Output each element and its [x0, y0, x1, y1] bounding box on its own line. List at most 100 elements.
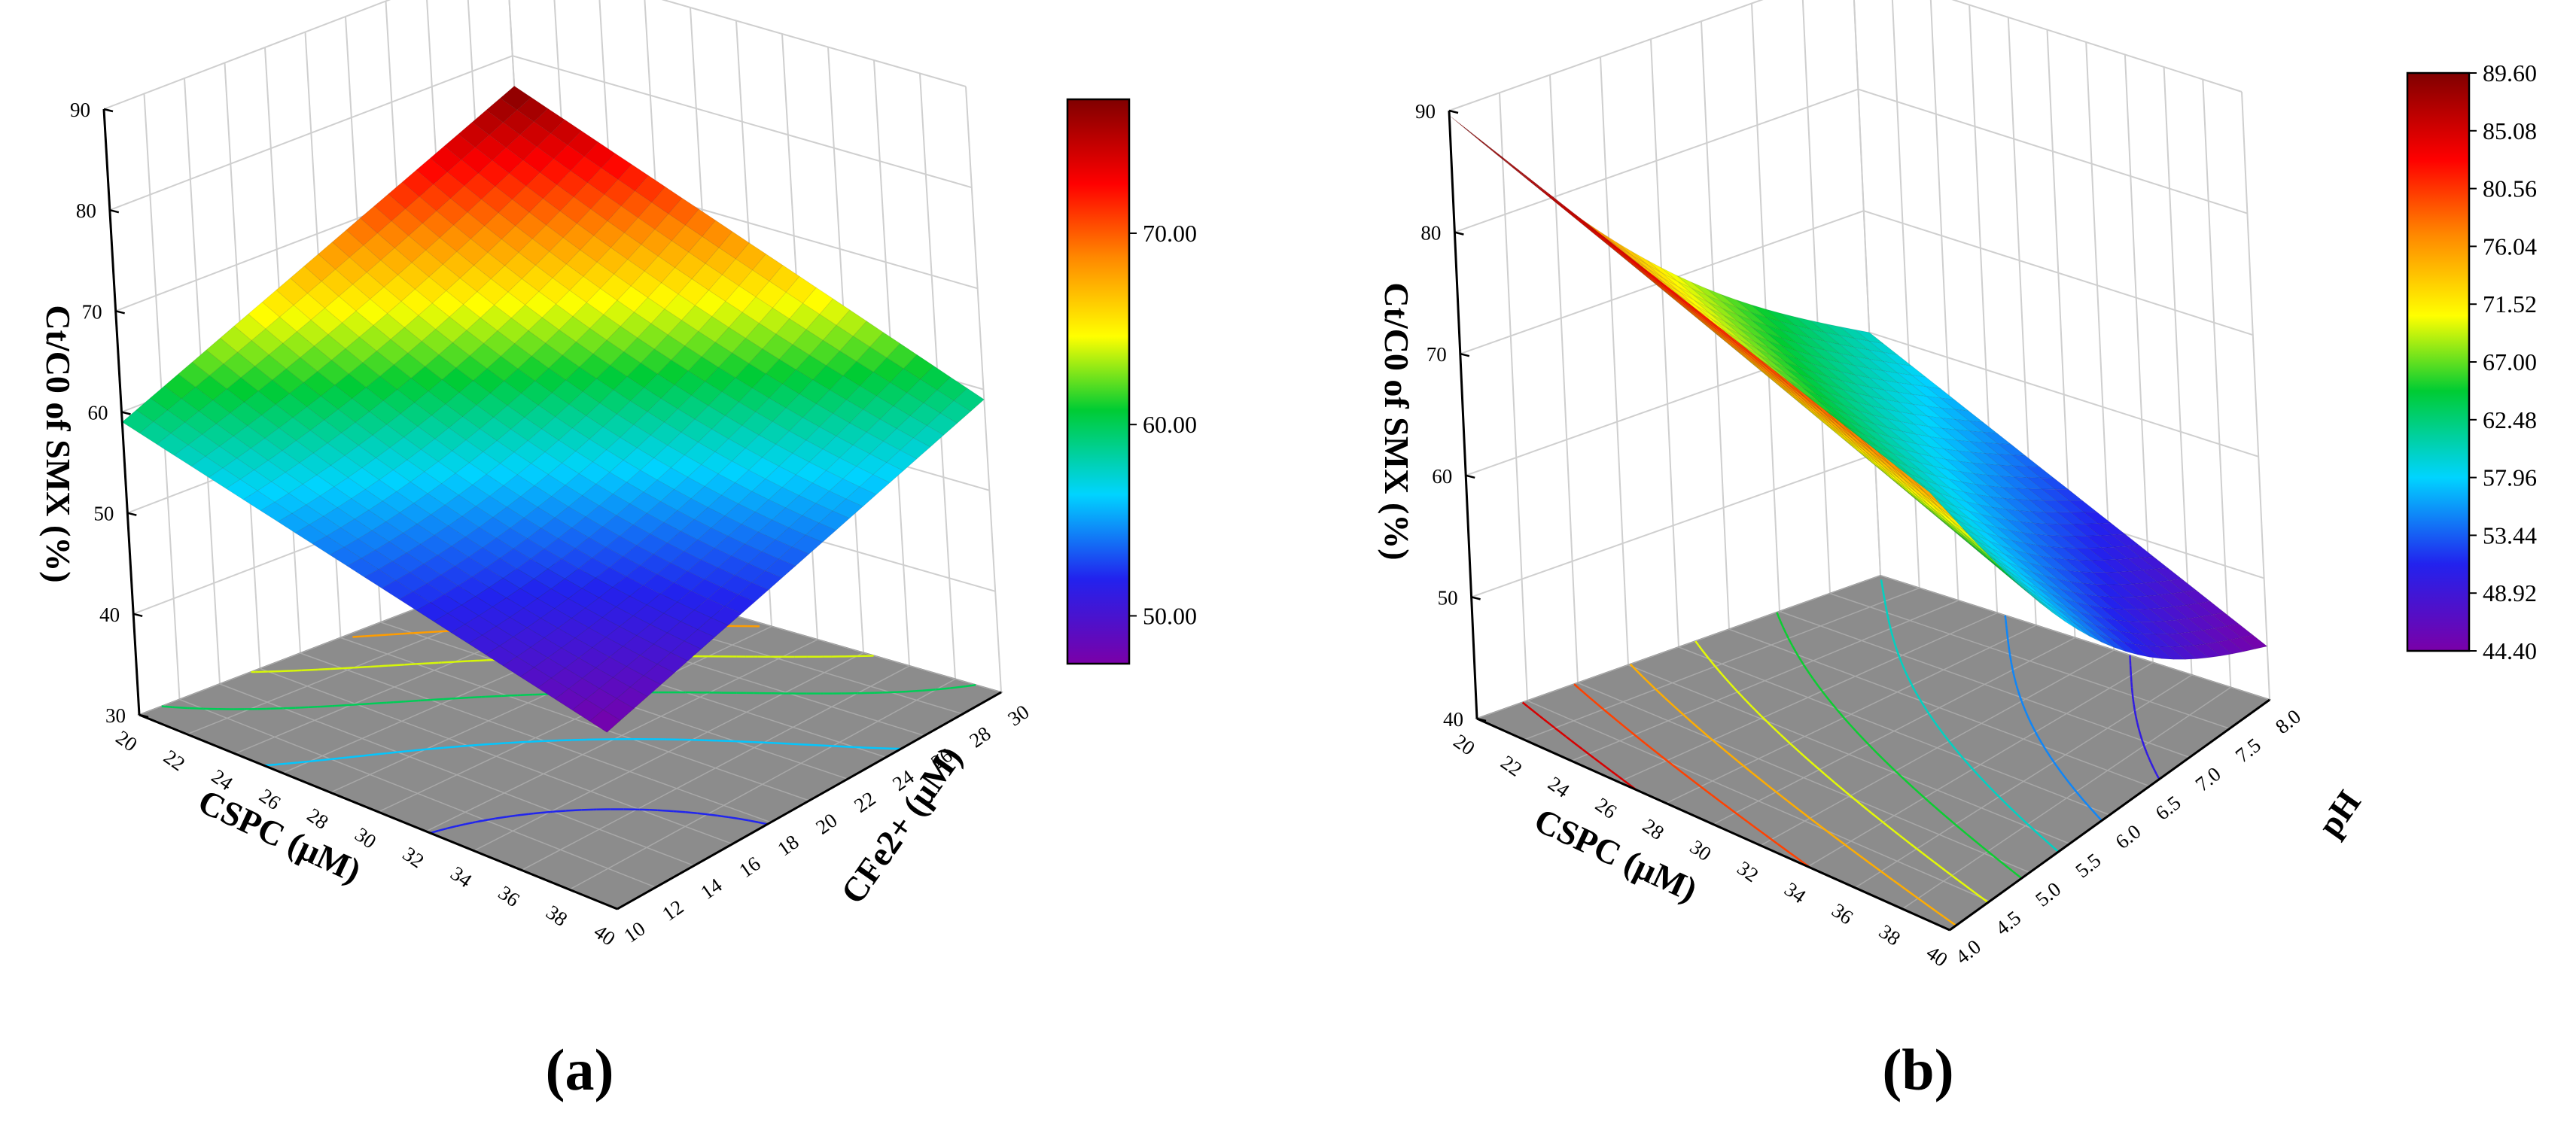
- contour-segment: [189, 707, 203, 710]
- z-tick-label: 50: [1438, 586, 1458, 609]
- contour-segment: [1918, 792, 1926, 799]
- contour-segment: [1628, 729, 1632, 733]
- contour-segment: [330, 757, 343, 761]
- contour-segment: [844, 745, 855, 749]
- contour-segment: [697, 812, 708, 816]
- contour-segment: [1675, 707, 1679, 711]
- contour-segment: [1765, 782, 1768, 786]
- contour-segment: [2148, 759, 2152, 764]
- contour-segment: [413, 631, 426, 634]
- y-tick-label: 4.5: [1991, 906, 2025, 939]
- colorbar-tick-label: 70.00: [1143, 220, 1197, 247]
- wall-gridline: [1499, 93, 1528, 701]
- contour-segment: [1907, 677, 1911, 681]
- contour-segment: [1593, 700, 1600, 707]
- contour-segment: [1682, 713, 1688, 719]
- colorbar-tick-label: 48.92: [2483, 579, 2537, 606]
- contour-segment: [1876, 752, 1883, 758]
- contour-segment: [1718, 670, 1723, 675]
- contour-segment: [268, 670, 282, 673]
- contour-segment: [1594, 757, 1600, 764]
- contour-segment: [1659, 692, 1666, 699]
- contour-segment: [1883, 822, 1889, 828]
- contour-segment: [1735, 689, 1739, 693]
- contour-segment: [2010, 662, 2013, 665]
- surface: [1449, 115, 2268, 660]
- contour-segment: [1782, 626, 1786, 631]
- contour-segment: [1710, 737, 1713, 741]
- x-tick-label: 32: [399, 842, 428, 872]
- contour-segment: [1740, 816, 1749, 823]
- contour-segment: [1966, 833, 1972, 839]
- contour-segment: [1942, 915, 1950, 922]
- contour-segment: [1775, 791, 1783, 798]
- contour-segment: [428, 631, 438, 634]
- contour-segment: [1803, 813, 1811, 819]
- contour-segment: [1916, 694, 1920, 698]
- contour-segment: [2032, 828, 2039, 834]
- contour-segment: [2088, 806, 2094, 812]
- contour-segment: [1898, 656, 1902, 660]
- floor-gridline: [1779, 610, 2191, 758]
- x-axis-line: [1476, 717, 1950, 932]
- wall-gridline: [1650, 38, 1679, 648]
- contour-segment: [1939, 810, 1946, 816]
- contour-segment: [1893, 642, 1897, 648]
- contour-segment: [1743, 765, 1750, 771]
- contour-segment: [728, 816, 739, 820]
- contour-segment: [1894, 770, 1901, 777]
- contour-segment: [1969, 888, 1973, 892]
- contour-segment: [1708, 658, 1713, 663]
- contour-segment: [1926, 799, 1930, 803]
- contour-segment: [495, 816, 507, 819]
- contour-segment: [1694, 781, 1701, 788]
- contour-segment: [1883, 600, 1887, 606]
- contour-segment: [1573, 683, 1580, 689]
- colorbar-tick-label: 76.04: [2483, 233, 2537, 260]
- contour-segment: [1677, 710, 1684, 716]
- contour-segment: [1801, 754, 1806, 758]
- contour-segment: [1929, 801, 1935, 807]
- contour-segment: [1888, 623, 1891, 627]
- contour-segment: [1890, 631, 1893, 634]
- contour-segment: [1792, 646, 1797, 652]
- contour-segment: [344, 704, 352, 707]
- contour-segment: [814, 743, 822, 746]
- z-tick-label: 40: [99, 603, 120, 626]
- contour-segment: [1716, 743, 1724, 749]
- contour-segment: [1951, 874, 1953, 877]
- contour-segment: [1926, 710, 1930, 714]
- contour-segment: [1954, 823, 1962, 830]
- contour-segment: [358, 635, 365, 638]
- contour-segment: [1666, 759, 1673, 766]
- z-axis-line: [1448, 110, 1478, 719]
- contour-segment: [1844, 844, 1852, 850]
- contour-segment: [2139, 734, 2143, 740]
- contour-segment: [1826, 830, 1834, 837]
- contour-segment: [707, 813, 718, 817]
- contour-segment: [2060, 771, 2063, 774]
- contour-segment: [1682, 772, 1690, 779]
- contour-segment: [1834, 782, 1841, 788]
- contour-segment: [270, 707, 283, 710]
- x-tick-label: 36: [495, 881, 524, 911]
- contour-segment: [965, 684, 976, 688]
- contour-segment: [1976, 773, 1979, 776]
- contour-segment: [1976, 841, 1983, 847]
- panel-label: (b): [1882, 1037, 1953, 1102]
- x-tick-label: 24: [1544, 772, 1574, 802]
- contour-segment: [2081, 797, 2085, 802]
- contour-segment: [2026, 822, 2029, 825]
- contour-segment: [342, 756, 349, 759]
- contour-segment: [1780, 621, 1783, 626]
- contour-segment: [318, 667, 330, 671]
- contour-segment: [1588, 695, 1592, 700]
- contour-segment: [1603, 709, 1609, 715]
- contour-segment: [1623, 725, 1631, 731]
- contour-segment: [1629, 663, 1636, 670]
- contour-segment: [1814, 681, 1819, 686]
- contour-segment: [1859, 734, 1865, 741]
- contour-segment: [1786, 800, 1794, 806]
- z-tick-label: 90: [1415, 100, 1436, 123]
- contour-segment: [1768, 836, 1773, 841]
